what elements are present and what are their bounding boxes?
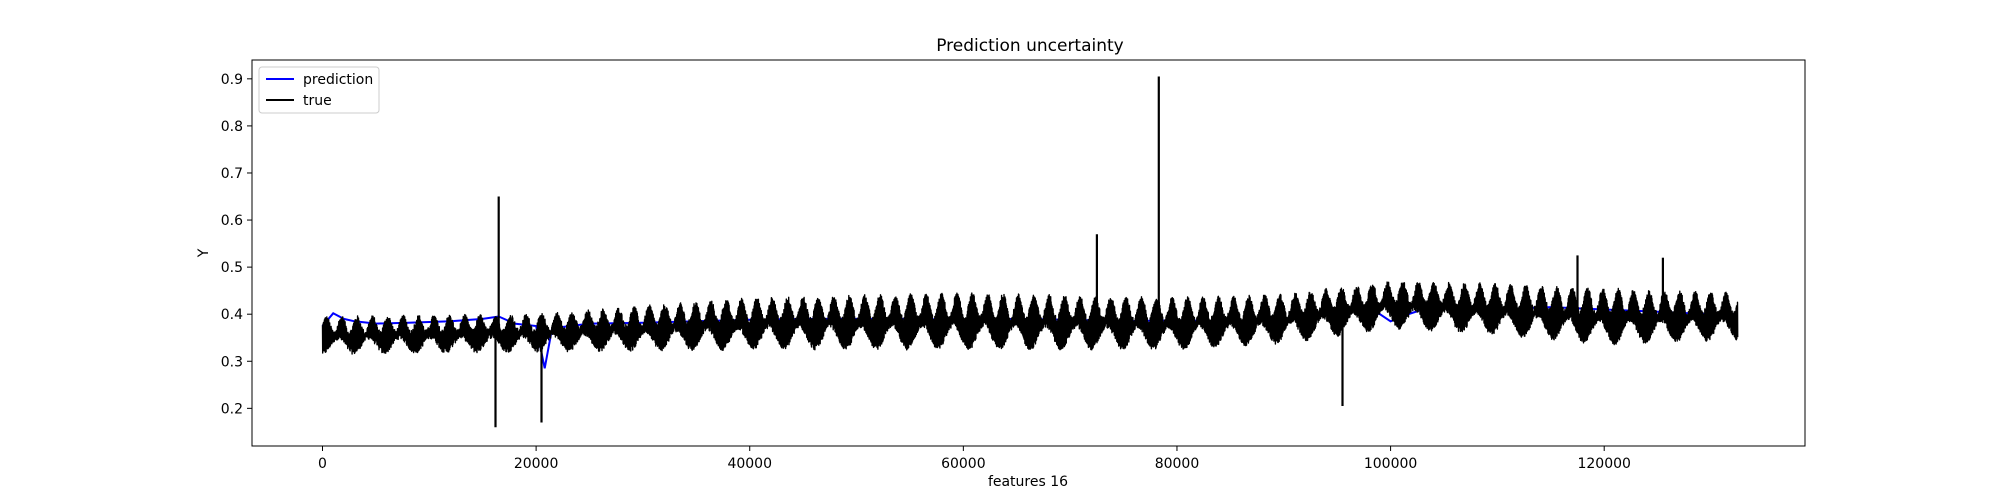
y-tick-label: 0.3	[221, 354, 243, 370]
x-tick-label: 60000	[941, 456, 986, 472]
y-axis: 0.2 0.3 0.4 0.5 0.6 0.7 0.8 0.9	[221, 72, 252, 417]
plot-area	[321, 76, 1739, 428]
x-tick-label: 80000	[1155, 456, 1200, 472]
y-axis-label: Y	[196, 248, 212, 258]
y-tick-label: 0.4	[221, 307, 243, 323]
y-tick-label: 0.7	[221, 166, 243, 182]
plot-frame	[251, 59, 1806, 447]
x-tick-label: 20000	[514, 456, 559, 472]
y-tick-label: 0.9	[221, 72, 243, 88]
true-series-line	[321, 281, 1739, 355]
y-tick-label: 0.8	[221, 119, 243, 135]
x-tick-label: 0	[318, 456, 327, 472]
legend-true-label: true	[303, 93, 332, 109]
x-tick-label: 100000	[1364, 456, 1417, 472]
x-tick-label: 120000	[1577, 456, 1630, 472]
x-axis: 0 20000 40000 60000 80000 100000 120000	[318, 446, 1631, 472]
x-axis-label: features 16	[988, 474, 1068, 490]
y-tick-label: 0.5	[221, 260, 243, 276]
x-tick-label: 40000	[727, 456, 772, 472]
legend: prediction true	[258, 66, 380, 114]
y-tick-label: 0.6	[221, 213, 243, 229]
chart-title: Prediction uncertainty	[936, 36, 1124, 56]
y-tick-label: 0.2	[221, 401, 243, 417]
legend-prediction-label: prediction	[303, 72, 373, 88]
